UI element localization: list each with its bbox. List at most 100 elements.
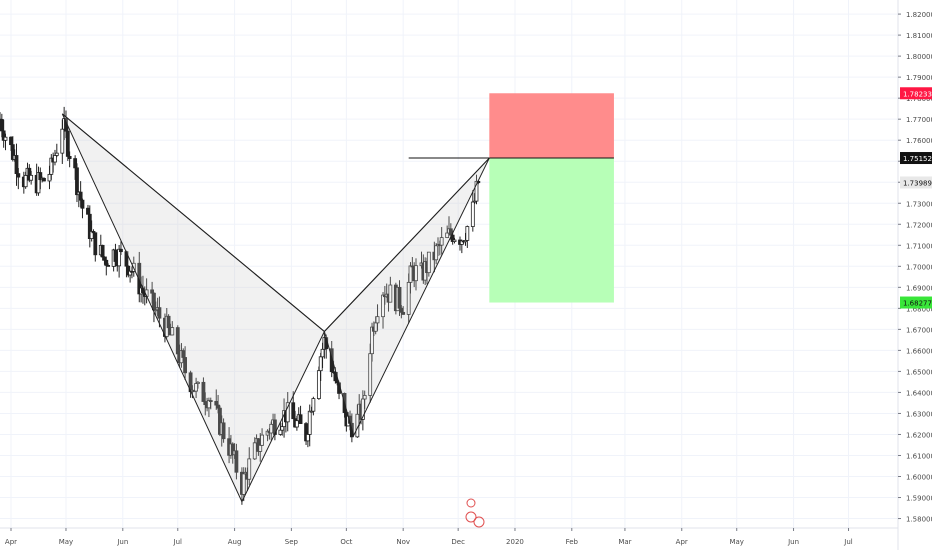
candle [285, 392, 290, 432]
price-tick-label: 1.59000 [906, 495, 932, 503]
price-axis[interactable]: 1.820001.810001.800001.790001.780001.770… [897, 0, 932, 550]
candle-body [307, 410, 312, 435]
candle [311, 396, 316, 416]
event-markers [465, 498, 485, 528]
candle [42, 177, 46, 182]
candle-body [470, 201, 475, 227]
time-tick-label: Aug [228, 538, 242, 546]
price-tick-label: 1.76000 [906, 137, 932, 145]
price-tick-label: 1.65000 [906, 368, 932, 376]
candle [86, 204, 90, 215]
candle-body [316, 370, 321, 400]
candle-body [67, 156, 72, 159]
candlesticks [0, 106, 481, 505]
time-tick-label: Apr [5, 538, 17, 546]
price-tick-label: 1.63000 [906, 410, 932, 418]
candle [414, 258, 418, 291]
time-tick-label: Mar [618, 538, 631, 546]
risk-reward-zones [489, 93, 614, 303]
candle [196, 381, 200, 389]
price-labels: 1.78233 1.75152 1.73989 1.68277 [900, 87, 932, 309]
candle [3, 133, 8, 151]
candle-body [183, 357, 187, 374]
time-tick-label: 2020 [506, 538, 524, 546]
candle [36, 166, 41, 196]
candle [53, 149, 57, 166]
candle [75, 163, 79, 203]
candle [67, 151, 72, 168]
time-tick-label: Dec [451, 538, 465, 546]
candle [208, 397, 213, 410]
candle-body [104, 259, 109, 266]
grid [0, 0, 898, 528]
candle-body [278, 429, 283, 435]
price-tick-label: 1.61000 [906, 452, 932, 460]
candle-body [291, 402, 296, 420]
pattern-triangle-xab [61, 113, 326, 503]
candle-body [75, 167, 79, 196]
candle-body [157, 307, 162, 319]
candle-body [29, 174, 34, 181]
candle-body [388, 284, 393, 303]
candle [260, 428, 264, 446]
candle [247, 447, 252, 485]
time-tick-label: Feb [566, 538, 579, 546]
price-tick-label: 1.72000 [906, 221, 932, 229]
candle [54, 143, 59, 158]
candle-body [23, 174, 28, 188]
time-tick-label: Jul [173, 538, 183, 546]
time-tick-label: Oct [340, 538, 352, 546]
candle-body [102, 256, 107, 261]
candle [221, 418, 226, 443]
price-tick-label: 1.58000 [906, 516, 932, 524]
price-tick-label: 1.64000 [906, 389, 932, 397]
time-tick-label: Sep [285, 538, 299, 546]
candle [465, 225, 470, 248]
candle-body [294, 420, 299, 428]
price-tick-label: 1.81000 [906, 32, 932, 40]
price-tick-label: 1.67000 [906, 326, 932, 334]
price-tick-label: 1.62000 [906, 431, 932, 439]
candle-body [9, 136, 13, 146]
candle-body [73, 158, 78, 169]
candle-body [106, 265, 111, 267]
candle-body [80, 199, 85, 209]
candle [93, 232, 98, 262]
candle [452, 237, 457, 244]
event-icon [466, 498, 476, 508]
price-tick-label: 1.66000 [906, 347, 932, 355]
candle [183, 346, 187, 380]
candle-body [298, 414, 303, 424]
price-label: 1.73989 [903, 179, 932, 187]
price-label-bg [900, 152, 932, 165]
candle-body [78, 191, 83, 201]
pattern-triangle-bcd [323, 157, 490, 437]
price-tick-label: 1.73000 [906, 200, 932, 208]
time-tick-label: May [59, 538, 73, 546]
candle [80, 198, 85, 219]
candle-body [93, 232, 98, 256]
time-tick-label: Jun [116, 538, 128, 546]
candle-body [14, 155, 19, 175]
pattern-leg-xb [61, 113, 325, 332]
stop-loss-zone [489, 93, 614, 159]
candle-body [305, 434, 310, 442]
candle [170, 321, 175, 336]
time-tick-label: Jul [843, 538, 853, 546]
candle [157, 296, 162, 328]
candle-body [320, 348, 325, 358]
candle-body [452, 239, 457, 242]
candle-body [401, 311, 406, 315]
candle [16, 168, 21, 190]
candle-body [414, 265, 418, 282]
time-axis[interactable]: Apr May Jun Jul Aug Sep Oct Nov Dec 2020 Feb Mar Apr… [0, 527, 898, 546]
candle-body [208, 400, 213, 402]
candle-body [113, 249, 118, 262]
candle [234, 443, 239, 480]
price-tick-label: 1.71000 [906, 242, 932, 250]
price-tick-label: 1.68000 [906, 305, 932, 313]
candle [375, 304, 380, 331]
candle-body [439, 237, 444, 246]
